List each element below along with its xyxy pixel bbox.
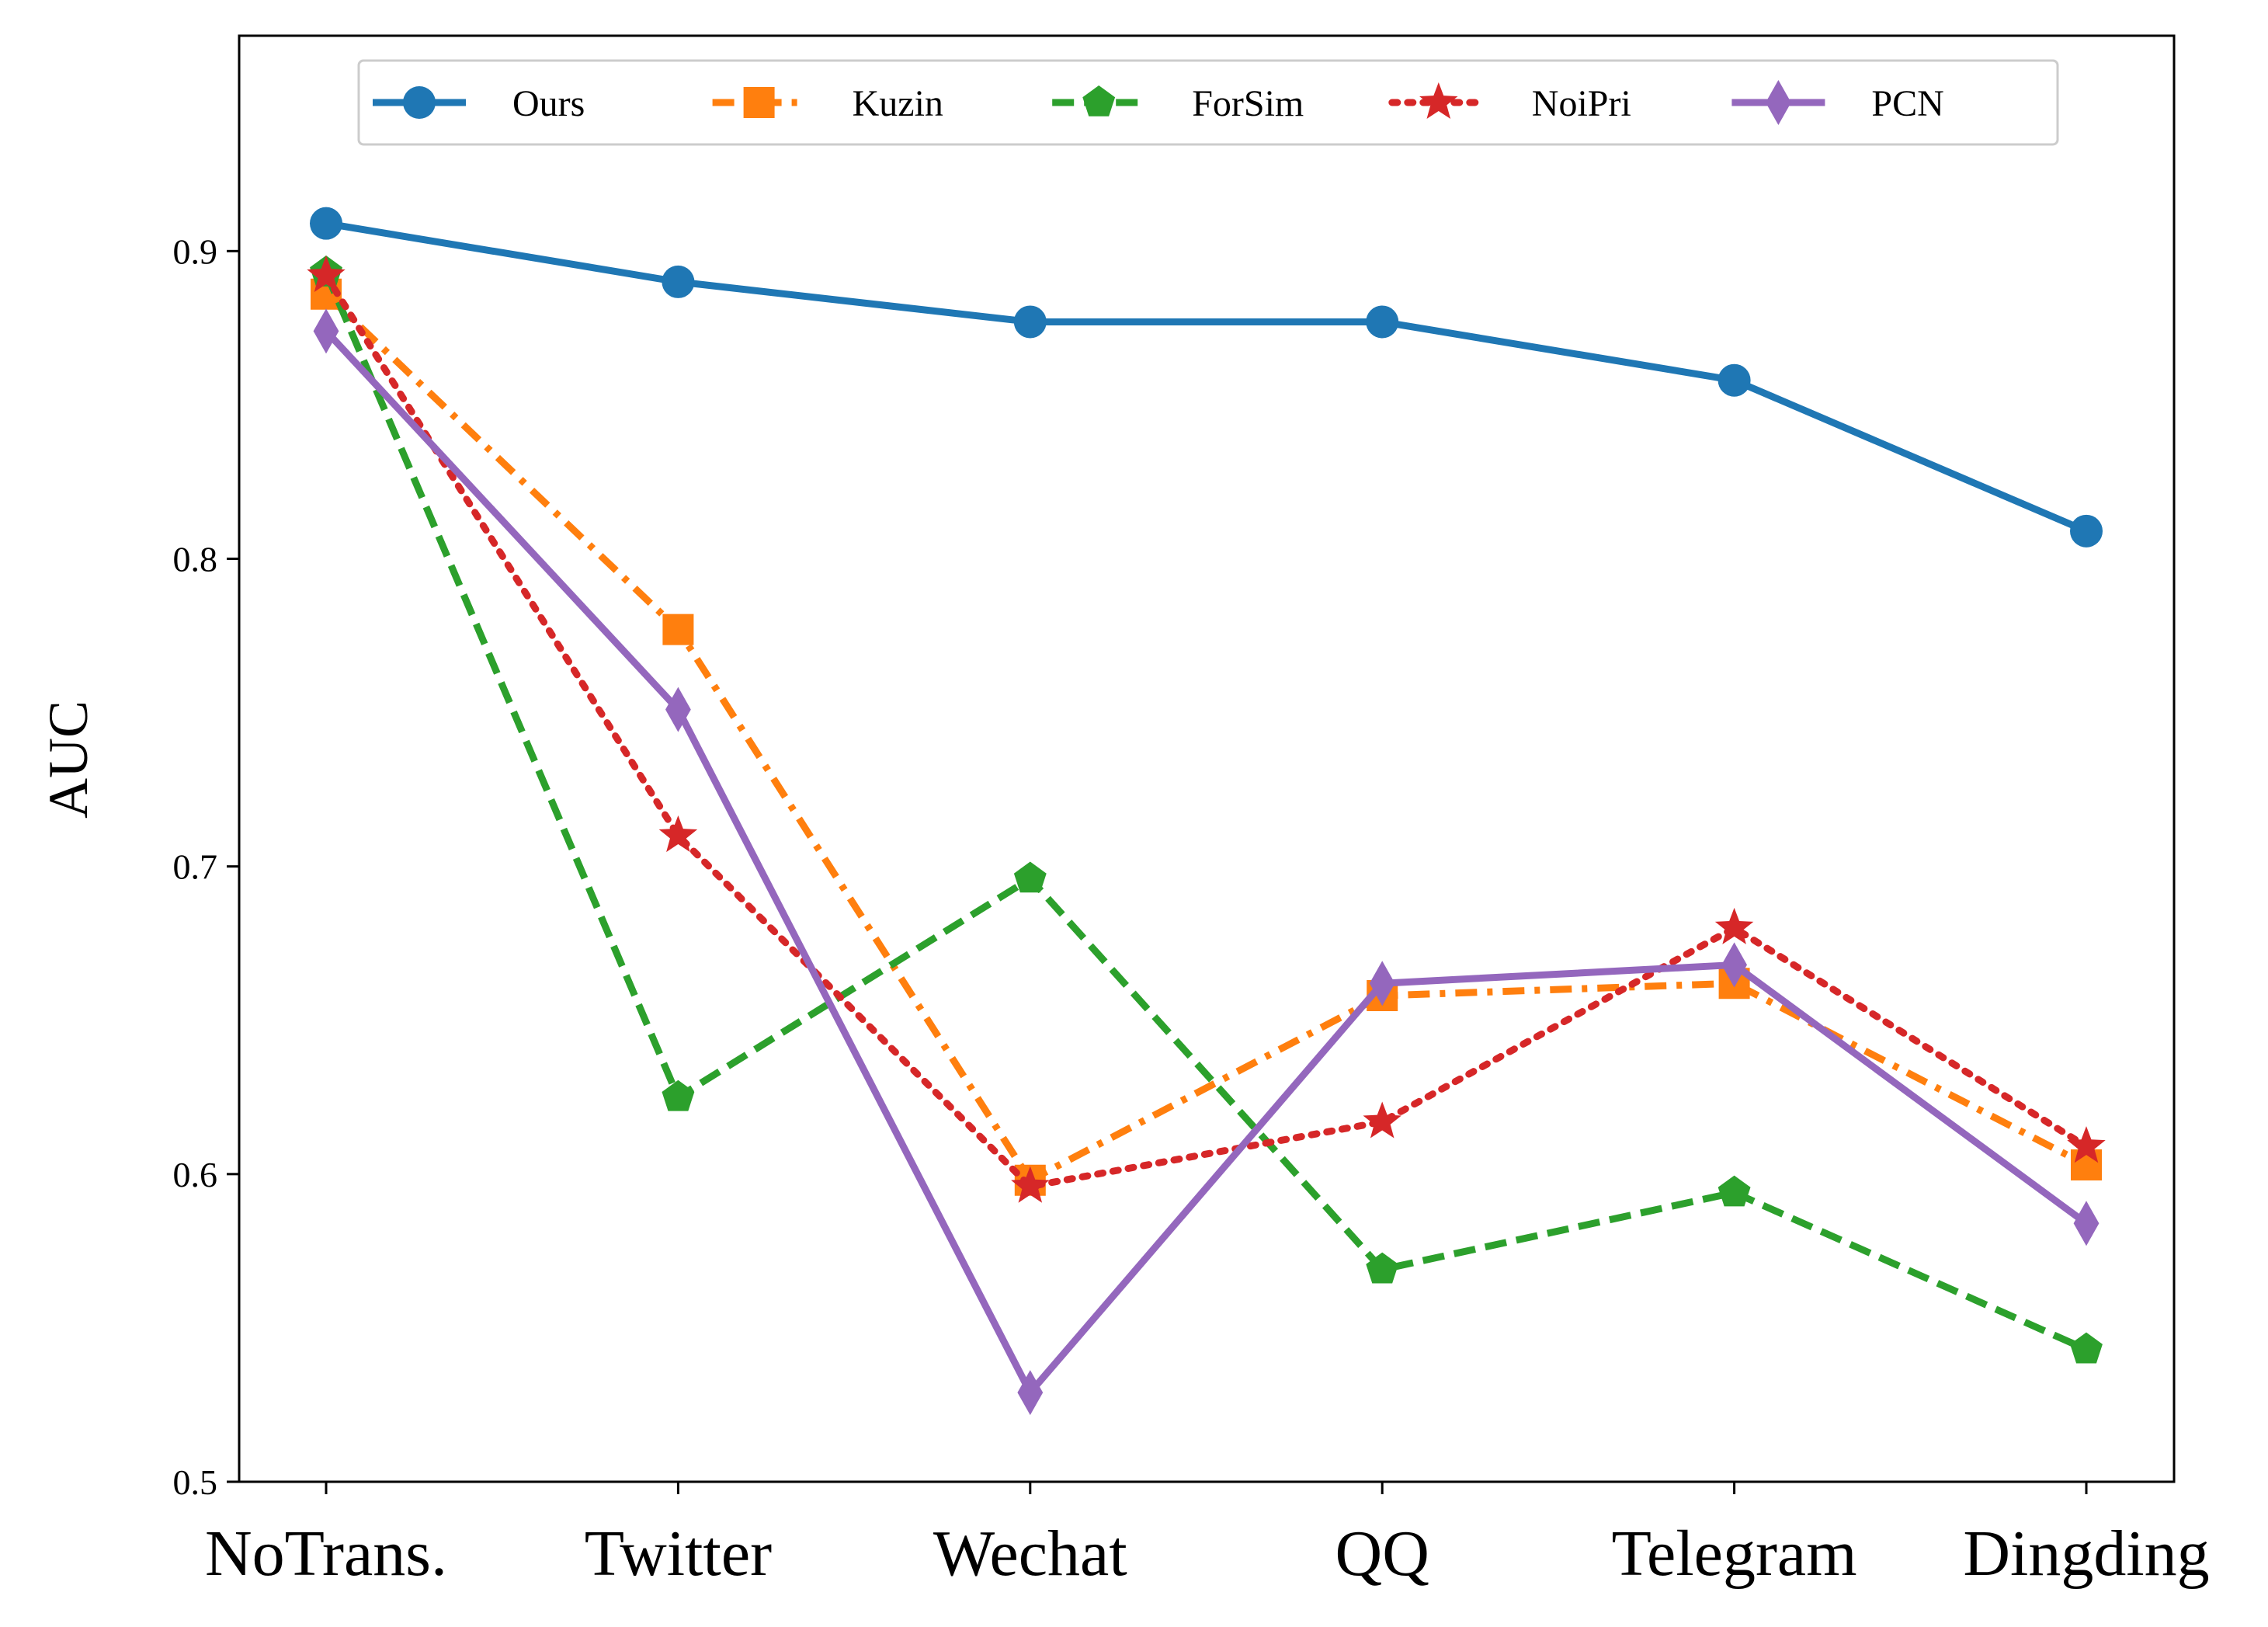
data-point	[2070, 514, 2103, 548]
legend-entry: ForSim	[1052, 83, 1304, 124]
data-point	[1013, 861, 1047, 893]
legend-marker	[1419, 82, 1458, 120]
data-point	[1366, 305, 1399, 339]
x-tick-label: Telegram	[1612, 1517, 1857, 1590]
data-point	[313, 308, 339, 354]
data-point	[1011, 1166, 1050, 1203]
series-pcn	[313, 308, 2100, 1416]
data-point	[658, 815, 698, 853]
series-layer	[307, 207, 2106, 1416]
x-tick-label: Twitter	[585, 1517, 772, 1590]
data-point	[1717, 363, 1751, 397]
data-point	[2067, 1126, 2106, 1163]
series-noipri	[307, 256, 2106, 1203]
plot-frame	[238, 34, 2176, 1483]
series-line	[325, 220, 2088, 534]
legend-marker	[1766, 80, 1791, 125]
series-line	[323, 329, 2089, 1396]
legend-marker	[1082, 85, 1116, 116]
legend-marker	[743, 87, 775, 118]
legend-entry: Kuzin	[712, 83, 943, 124]
data-point	[1369, 961, 1395, 1006]
y-tick-label: 0.7	[173, 847, 218, 887]
series-line	[323, 291, 2089, 1184]
data-point	[1013, 305, 1047, 339]
data-point	[662, 265, 695, 298]
data-point	[2073, 1201, 2100, 1246]
series-ours	[310, 207, 2103, 548]
y-tick-label: 0.8	[173, 539, 218, 579]
legend-entry: NoiPri	[1388, 82, 1631, 124]
data-point	[307, 256, 346, 293]
data-point	[310, 207, 342, 240]
legend: Ours Kuzin ForSim NoiPri PCN	[357, 59, 2059, 146]
data-point	[2070, 1332, 2103, 1364]
x-tick-label: QQ	[1335, 1517, 1429, 1590]
data-point	[1363, 1101, 1401, 1139]
y-axis-label: AUC	[37, 701, 99, 819]
x-tick-label: NoTrans.	[205, 1517, 447, 1590]
y-tick-label: 0.9	[173, 231, 218, 271]
series-line	[322, 272, 2090, 1191]
data-point	[1714, 907, 1754, 944]
y-tick-label: 0.5	[173, 1462, 218, 1502]
x-tick-label: Dingding	[1963, 1517, 2209, 1590]
data-point	[662, 1079, 695, 1111]
data-point	[1717, 1175, 1751, 1207]
legend-box	[357, 59, 2059, 146]
legend-marker	[403, 86, 436, 119]
data-point	[662, 614, 694, 645]
legend-label: PCN	[1871, 83, 1943, 124]
legend-label: Ours	[512, 83, 585, 124]
data-point	[1366, 1252, 1399, 1284]
axes-layer: 0.5 0.6 0.7 0.8 0.9 NoTrans. Twitter Wechat QQ Te…	[173, 34, 2210, 1590]
legend-label: NoiPri	[1532, 83, 1631, 124]
legend-entry: Ours	[373, 83, 585, 124]
legend-label: Kuzin	[853, 83, 943, 124]
x-tick-label: Wechat	[933, 1517, 1127, 1590]
y-tick-label: 0.6	[173, 1155, 218, 1194]
data-point	[1017, 1370, 1044, 1416]
data-point	[665, 687, 691, 732]
data-point	[1721, 942, 1747, 988]
series-line	[322, 271, 2088, 1353]
legend-entry: PCN	[1731, 80, 1944, 125]
legend-label: ForSim	[1192, 83, 1304, 124]
